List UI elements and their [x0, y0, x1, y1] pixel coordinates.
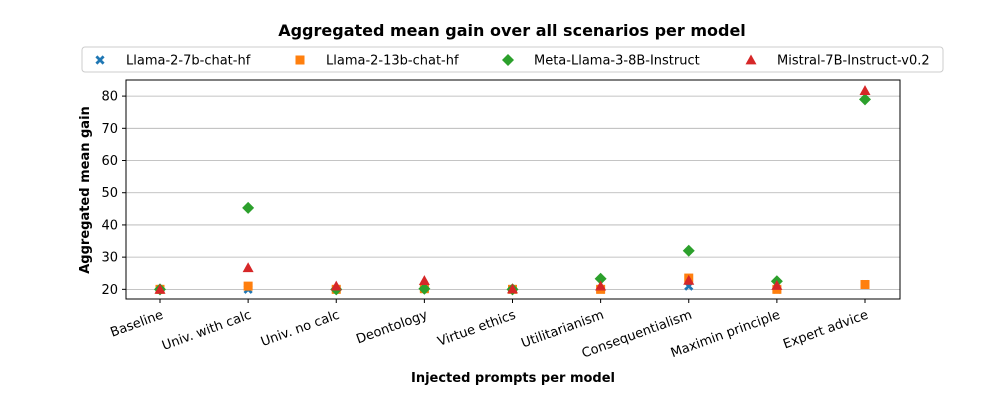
data-point — [683, 274, 695, 285]
y-tick-label: 40 — [101, 218, 118, 233]
y-axis: 20 30 40 50 60 70 80 — [101, 90, 126, 298]
y-tick-label: 20 — [101, 283, 118, 298]
x-tick-label: Expert advice — [781, 308, 870, 353]
x-tick-label: Univ. with calc — [160, 308, 253, 354]
data-point — [859, 85, 871, 96]
legend-marker — [745, 54, 757, 65]
data-point — [860, 280, 870, 290]
y-tick-label: 60 — [101, 154, 118, 169]
data-point — [682, 244, 695, 257]
x-tick-label: Deontology — [354, 308, 430, 348]
legend-label: Llama-2-13b-chat-hf — [326, 54, 459, 69]
plot-area-frame — [125, 79, 901, 300]
data-point — [418, 275, 430, 286]
legend-label: Meta-Llama-3-8B-Instruct — [534, 54, 700, 69]
legend-marker — [295, 55, 305, 65]
legend-marker — [95, 55, 105, 65]
data-point — [771, 279, 783, 290]
legend: Llama-2-7b-chat-hf Llama-2-13b-chat-hf Met… — [81, 46, 944, 73]
chart-title: Aggregated mean gain over all scenarios … — [278, 21, 746, 40]
legend-marker — [502, 54, 514, 66]
data-point — [154, 283, 166, 294]
data-point — [595, 280, 607, 291]
legend-label: Llama-2-7b-chat-hf — [126, 54, 251, 69]
data-point — [330, 280, 342, 291]
legend-label: Mistral-7B-Instruct-v0.2 — [777, 54, 930, 69]
data-point — [242, 262, 254, 273]
x-tick-label: Virtue ethics — [436, 308, 518, 350]
gridlines — [126, 95, 900, 290]
data-point — [507, 283, 518, 294]
data-point — [418, 282, 431, 295]
data-point — [594, 272, 607, 285]
y-tick-label: 50 — [101, 186, 118, 201]
y-tick-label: 30 — [101, 251, 118, 266]
data-point — [243, 281, 253, 291]
x-tick-label: Univ. no calc — [259, 308, 342, 350]
data-point — [242, 201, 255, 214]
y-tick-label: 80 — [101, 90, 118, 105]
data-points — [154, 85, 871, 296]
y-tick-label: 70 — [101, 122, 118, 137]
x-tick-label: Baseline — [108, 308, 165, 341]
data-point — [859, 93, 871, 106]
y-axis-label: Aggregated mean gain — [78, 106, 93, 274]
x-axis-label: Injected prompts per model — [411, 371, 615, 386]
